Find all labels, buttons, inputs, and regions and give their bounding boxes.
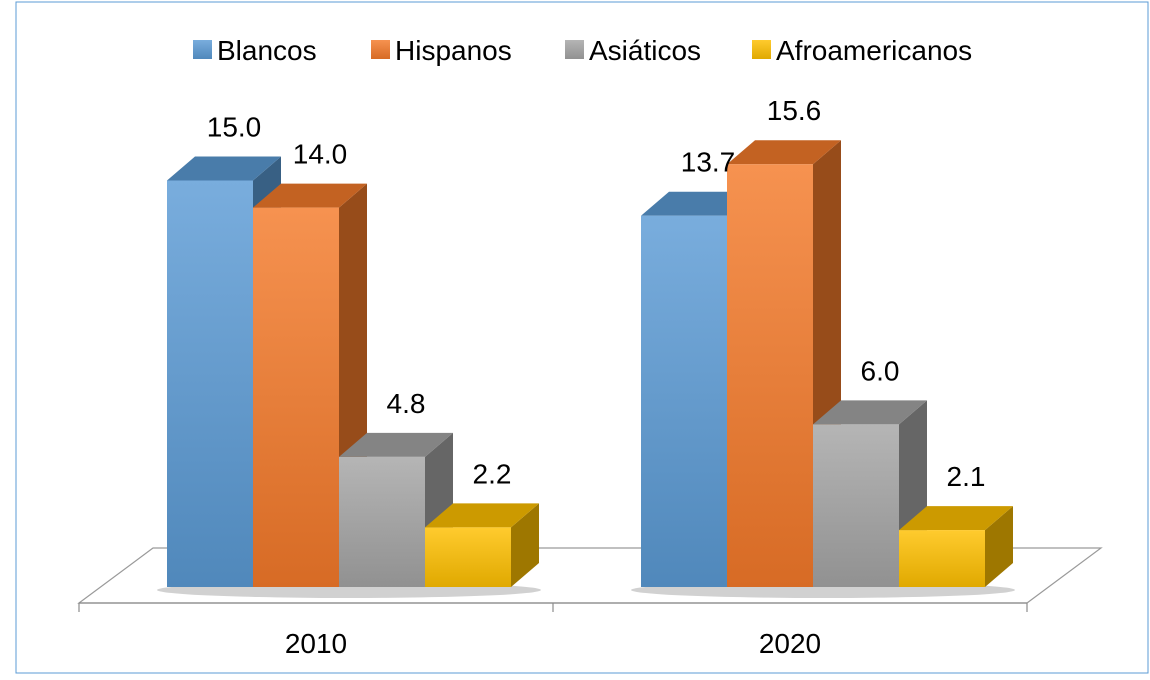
bar-front-face: [899, 530, 985, 587]
bar-front-face: [727, 164, 813, 588]
bar-top-face: [641, 191, 755, 216]
bar-front-face: [641, 215, 727, 588]
value-label: 14.0: [293, 139, 348, 170]
legend: Blancos Hispanos Asiáticos Afroamericanos: [193, 35, 972, 66]
bar-top-face: [339, 432, 453, 457]
bar-top-face: [425, 503, 539, 528]
bar-front-face: [253, 207, 339, 587]
legend-label: Blancos: [217, 35, 317, 66]
legend-label: Hispanos: [395, 35, 512, 66]
bar-asiáticos-2010: [339, 432, 453, 587]
bar-front-face: [425, 527, 511, 587]
value-labels: 15.0 14.0 4.8 2.2 13.7 15.6 6.0 2.1: [207, 95, 986, 492]
value-label: 15.6: [767, 95, 822, 126]
value-label: 4.8: [387, 388, 426, 419]
x-tick-label: 2020: [759, 628, 821, 659]
bar-top-face: [899, 506, 1013, 531]
legend-label: Afroamericanos: [776, 35, 972, 66]
bar-afroamericanos-2010: [425, 503, 539, 587]
bar-front-face: [813, 424, 899, 587]
value-label: 2.1: [947, 461, 986, 492]
value-label: 15.0: [207, 112, 262, 143]
bar-side-face: [985, 506, 1013, 587]
legend-item-asiáticos: Asiáticos: [565, 35, 701, 66]
bar-top-face: [813, 400, 927, 425]
bar-top-face: [253, 183, 367, 208]
legend-item-blancos: Blancos: [193, 35, 317, 66]
bars-group: [167, 140, 1013, 588]
legend-swatch: [752, 40, 771, 59]
legend-swatch: [371, 40, 390, 59]
value-label: 6.0: [861, 355, 900, 386]
value-label: 2.2: [473, 458, 512, 489]
x-tick-label: 2010: [285, 628, 347, 659]
value-label: 13.7: [681, 147, 736, 178]
legend-swatch: [565, 40, 584, 59]
legend-label: Asiáticos: [589, 35, 701, 66]
legend-item-hispanos: Hispanos: [371, 35, 512, 66]
bar-side-face: [511, 503, 539, 587]
bar-front-face: [167, 180, 253, 587]
legend-item-afroamericanos: Afroamericanos: [752, 35, 972, 66]
bar-top-face: [167, 156, 281, 181]
x-axis: 2010 2020: [78, 602, 1028, 659]
bar-front-face: [339, 456, 425, 587]
bar-afroamericanos-2020: [899, 506, 1013, 587]
bar-top-face: [727, 140, 841, 165]
legend-swatch: [193, 40, 212, 59]
